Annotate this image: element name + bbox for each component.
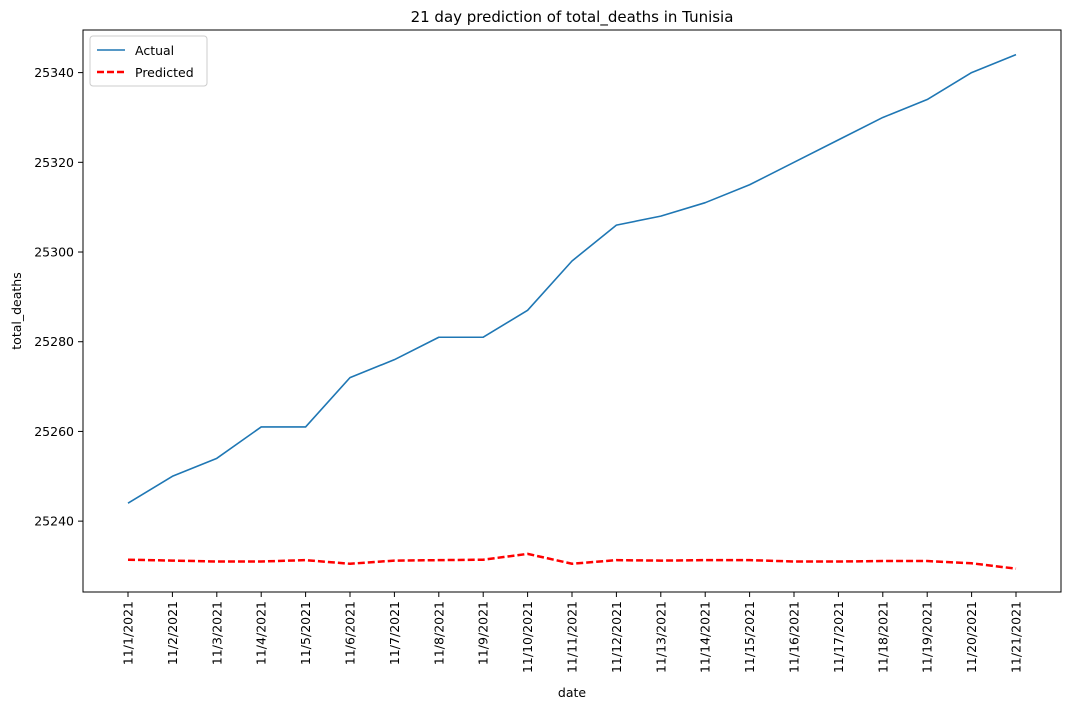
legend-label-actual: Actual — [135, 43, 174, 58]
x-axis-label: date — [558, 685, 586, 700]
x-tick-label: 11/7/2021 — [387, 601, 402, 665]
x-tick-label: 11/16/2021 — [787, 601, 802, 673]
plot-area — [83, 30, 1061, 592]
x-tick-label: 11/3/2021 — [209, 601, 224, 665]
plot-background — [83, 30, 1061, 592]
y-tick-label: 25320 — [34, 155, 74, 170]
legend: Actual Predicted — [89, 35, 208, 87]
x-axis: 11/1/2021 11/2/2021 11/3/2021 11/4/2021 11/5… — [121, 592, 1024, 673]
x-tick-label: 11/8/2021 — [431, 601, 446, 665]
series-layer — [127, 53, 1017, 570]
x-tick-label: 11/17/2021 — [831, 601, 846, 673]
x-tick-label: 11/9/2021 — [476, 601, 491, 665]
x-tick-label: 11/4/2021 — [254, 601, 269, 665]
y-axis-label: total_deaths — [9, 272, 24, 349]
series-line-predicted — [127, 552, 1017, 570]
series-line-actual — [127, 53, 1017, 504]
y-tick-label: 25300 — [34, 245, 74, 260]
x-tick-label: 11/18/2021 — [875, 601, 890, 673]
legend-label-predicted: Predicted — [135, 65, 194, 80]
chart-title: 21 day prediction of total_deaths in Tun… — [411, 8, 734, 27]
x-tick-label: 11/13/2021 — [653, 601, 668, 673]
x-tick-label: 11/1/2021 — [121, 601, 136, 665]
y-tick-label: 25340 — [34, 65, 74, 80]
y-tick-label: 25260 — [34, 424, 74, 439]
x-tick-label: 11/11/2021 — [565, 601, 580, 673]
x-tick-label: 11/5/2021 — [298, 601, 313, 665]
x-tick-label: 11/10/2021 — [520, 601, 535, 673]
x-tick-label: 11/6/2021 — [343, 601, 358, 665]
x-tick-label: 11/20/2021 — [964, 601, 979, 673]
x-tick-label: 11/12/2021 — [609, 601, 624, 673]
x-tick-label: 11/2/2021 — [165, 601, 180, 665]
x-tick-label: 11/14/2021 — [698, 601, 713, 673]
y-tick-label: 25280 — [34, 334, 74, 349]
y-tick-label: 25240 — [34, 514, 74, 529]
x-tick-label: 11/19/2021 — [920, 601, 935, 673]
plot-frame — [82, 29, 1062, 593]
y-axis: 25240 25260 25280 25300 25320 25340 — [34, 65, 83, 529]
x-tick-label: 11/15/2021 — [742, 601, 757, 673]
legend-box — [89, 35, 208, 87]
x-tick-label: 11/21/2021 — [1009, 601, 1024, 673]
